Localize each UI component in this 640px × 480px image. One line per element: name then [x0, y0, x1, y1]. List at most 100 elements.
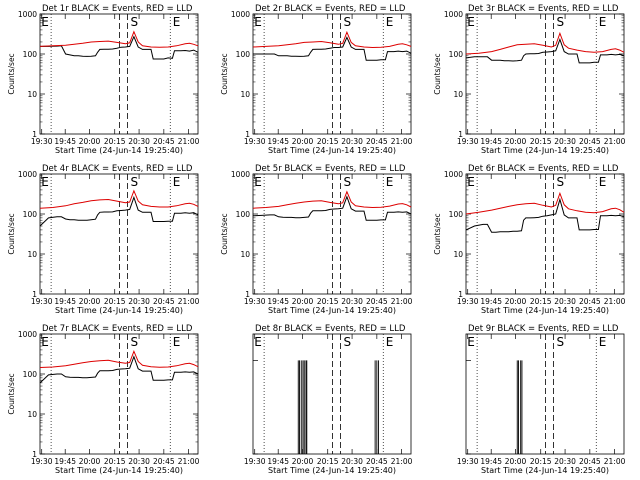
- x-tick-label: 19:45: [267, 457, 289, 466]
- y-tick-label: 100: [236, 50, 251, 59]
- x-tick-label: 20:00: [79, 137, 101, 146]
- marker-e: E: [386, 335, 394, 349]
- panel-det-5: Det 5r BLACK = Events, RED = LLD 1 10 100 10…: [220, 164, 413, 315]
- series-events: [465, 38, 625, 64]
- marker-e: E: [173, 15, 181, 29]
- x-axis-label: Start Time (24-Jun-14 19:25:40): [55, 466, 183, 475]
- x-tick-label: 20:30: [128, 297, 150, 306]
- y-tick-label: 1: [32, 450, 37, 459]
- series-events: [40, 35, 199, 60]
- x-tick-label: 20:15: [317, 297, 339, 306]
- series-events: [39, 195, 199, 227]
- x-tick-label: 20:45: [153, 457, 175, 466]
- y-tick-label: 100: [23, 210, 38, 219]
- x-tick-label: 20:30: [554, 297, 576, 306]
- series-lld: [39, 30, 199, 48]
- x-tick-label: 20:00: [292, 137, 314, 146]
- series-lld: [252, 190, 412, 209]
- y-tick-label: 100: [449, 210, 464, 219]
- marker-s: S: [557, 15, 565, 29]
- series-lld: [465, 31, 625, 55]
- x-tick-label: 21:00: [391, 137, 413, 146]
- marker-e: E: [467, 335, 475, 349]
- marker-s: S: [131, 335, 139, 349]
- series-lld: [39, 189, 199, 209]
- y-tick-label: 100: [449, 50, 464, 59]
- y-tick-label: 10: [27, 410, 37, 419]
- series-events: [252, 195, 412, 221]
- y-tick-label: 100: [23, 370, 38, 379]
- x-axis-label: Start Time (24-Jun-14 19:25:40): [268, 306, 396, 315]
- marker-e: E: [386, 15, 394, 29]
- marker-e: E: [467, 15, 475, 29]
- plot-frame: [252, 173, 412, 295]
- panel-det-8: Det 8r BLACK = Events, RED = LLD 19:30 19:…: [244, 324, 413, 475]
- panel-title: Det 2r BLACK = Events, RED = LLD: [255, 4, 406, 14]
- y-tick-label: 1000: [18, 330, 37, 339]
- marker-s: S: [557, 335, 565, 349]
- marker-s: S: [344, 175, 352, 189]
- y-tick-label: 1000: [231, 10, 250, 19]
- x-tick-label: 20:30: [554, 137, 576, 146]
- x-tick-label: 19:30: [244, 457, 266, 466]
- y-tick-label: 1000: [444, 170, 463, 179]
- plot-frame: [465, 13, 625, 135]
- marker-e: E: [173, 175, 181, 189]
- series-lld: [39, 349, 199, 368]
- x-tick-label: 19:45: [267, 137, 289, 146]
- y-tick-label: 1000: [444, 10, 463, 19]
- y-tick-label: 10: [453, 90, 463, 99]
- x-tick-label: 19:30: [244, 297, 266, 306]
- x-tick-label: 20:15: [104, 457, 126, 466]
- x-tick-label: 19:45: [480, 137, 502, 146]
- x-axis-label: Start Time (24-Jun-14 19:25:40): [481, 146, 609, 155]
- panel-det-4: Det 4r BLACK = Events, RED = LLD 1 10 100 10…: [7, 164, 200, 315]
- plot-frame: [465, 333, 625, 455]
- panel-title: Det 1r BLACK = Events, RED = LLD: [42, 4, 193, 14]
- x-axis-label: Start Time (24-Jun-14 19:25:40): [268, 146, 396, 155]
- marker-e: E: [599, 335, 607, 349]
- x-tick-label: 20:30: [341, 137, 363, 146]
- plot-frame: [39, 333, 199, 455]
- x-tick-label: 20:15: [104, 137, 126, 146]
- y-axis-label: Counts/sec: [433, 53, 442, 94]
- y-tick-label: 1: [245, 130, 250, 139]
- x-tick-label: 19:45: [54, 457, 76, 466]
- x-axis-label: Start Time (24-Jun-14 19:25:40): [481, 466, 609, 475]
- x-tick-label: 19:45: [267, 297, 289, 306]
- panel-det-6: Det 6r BLACK = Events, RED = LLD 1 10 100 10…: [433, 164, 626, 315]
- plot-frame: [252, 13, 412, 135]
- y-tick-label: 1: [458, 130, 463, 139]
- x-tick-label: 20:45: [579, 457, 601, 466]
- x-tick-label: 20:30: [128, 137, 150, 146]
- x-tick-label: 19:30: [457, 457, 479, 466]
- x-tick-label: 20:45: [366, 457, 388, 466]
- panel-title: Det 4r BLACK = Events, RED = LLD: [42, 164, 193, 174]
- x-tick-label: 20:45: [153, 297, 175, 306]
- marker-e: E: [467, 175, 475, 189]
- x-tick-label: 21:00: [178, 457, 200, 466]
- y-tick-label: 10: [240, 90, 250, 99]
- x-tick-label: 20:30: [554, 457, 576, 466]
- y-axis-label: Counts/sec: [220, 53, 229, 94]
- x-tick-label: 21:00: [391, 457, 413, 466]
- x-tick-label: 20:30: [128, 457, 150, 466]
- x-tick-label: 21:00: [604, 297, 626, 306]
- x-tick-label: 20:30: [341, 457, 363, 466]
- x-tick-label: 19:45: [480, 297, 502, 306]
- x-tick-label: 20:15: [530, 457, 552, 466]
- plot-frame: [39, 13, 199, 135]
- x-tick-label: 20:15: [530, 297, 552, 306]
- marker-s: S: [344, 15, 352, 29]
- x-axis-label: Start Time (24-Jun-14 19:25:40): [55, 306, 183, 315]
- y-tick-label: 10: [27, 250, 37, 259]
- plot-frame: [465, 173, 625, 295]
- panel-title: Det 8r BLACK = Events, RED = LLD: [255, 324, 406, 334]
- marker-e: E: [254, 175, 262, 189]
- x-tick-label: 20:00: [505, 457, 527, 466]
- x-tick-label: 20:15: [317, 457, 339, 466]
- x-axis-label: Start Time (24-Jun-14 19:25:40): [481, 306, 609, 315]
- marker-e: E: [386, 175, 394, 189]
- x-tick-label: 20:00: [292, 457, 314, 466]
